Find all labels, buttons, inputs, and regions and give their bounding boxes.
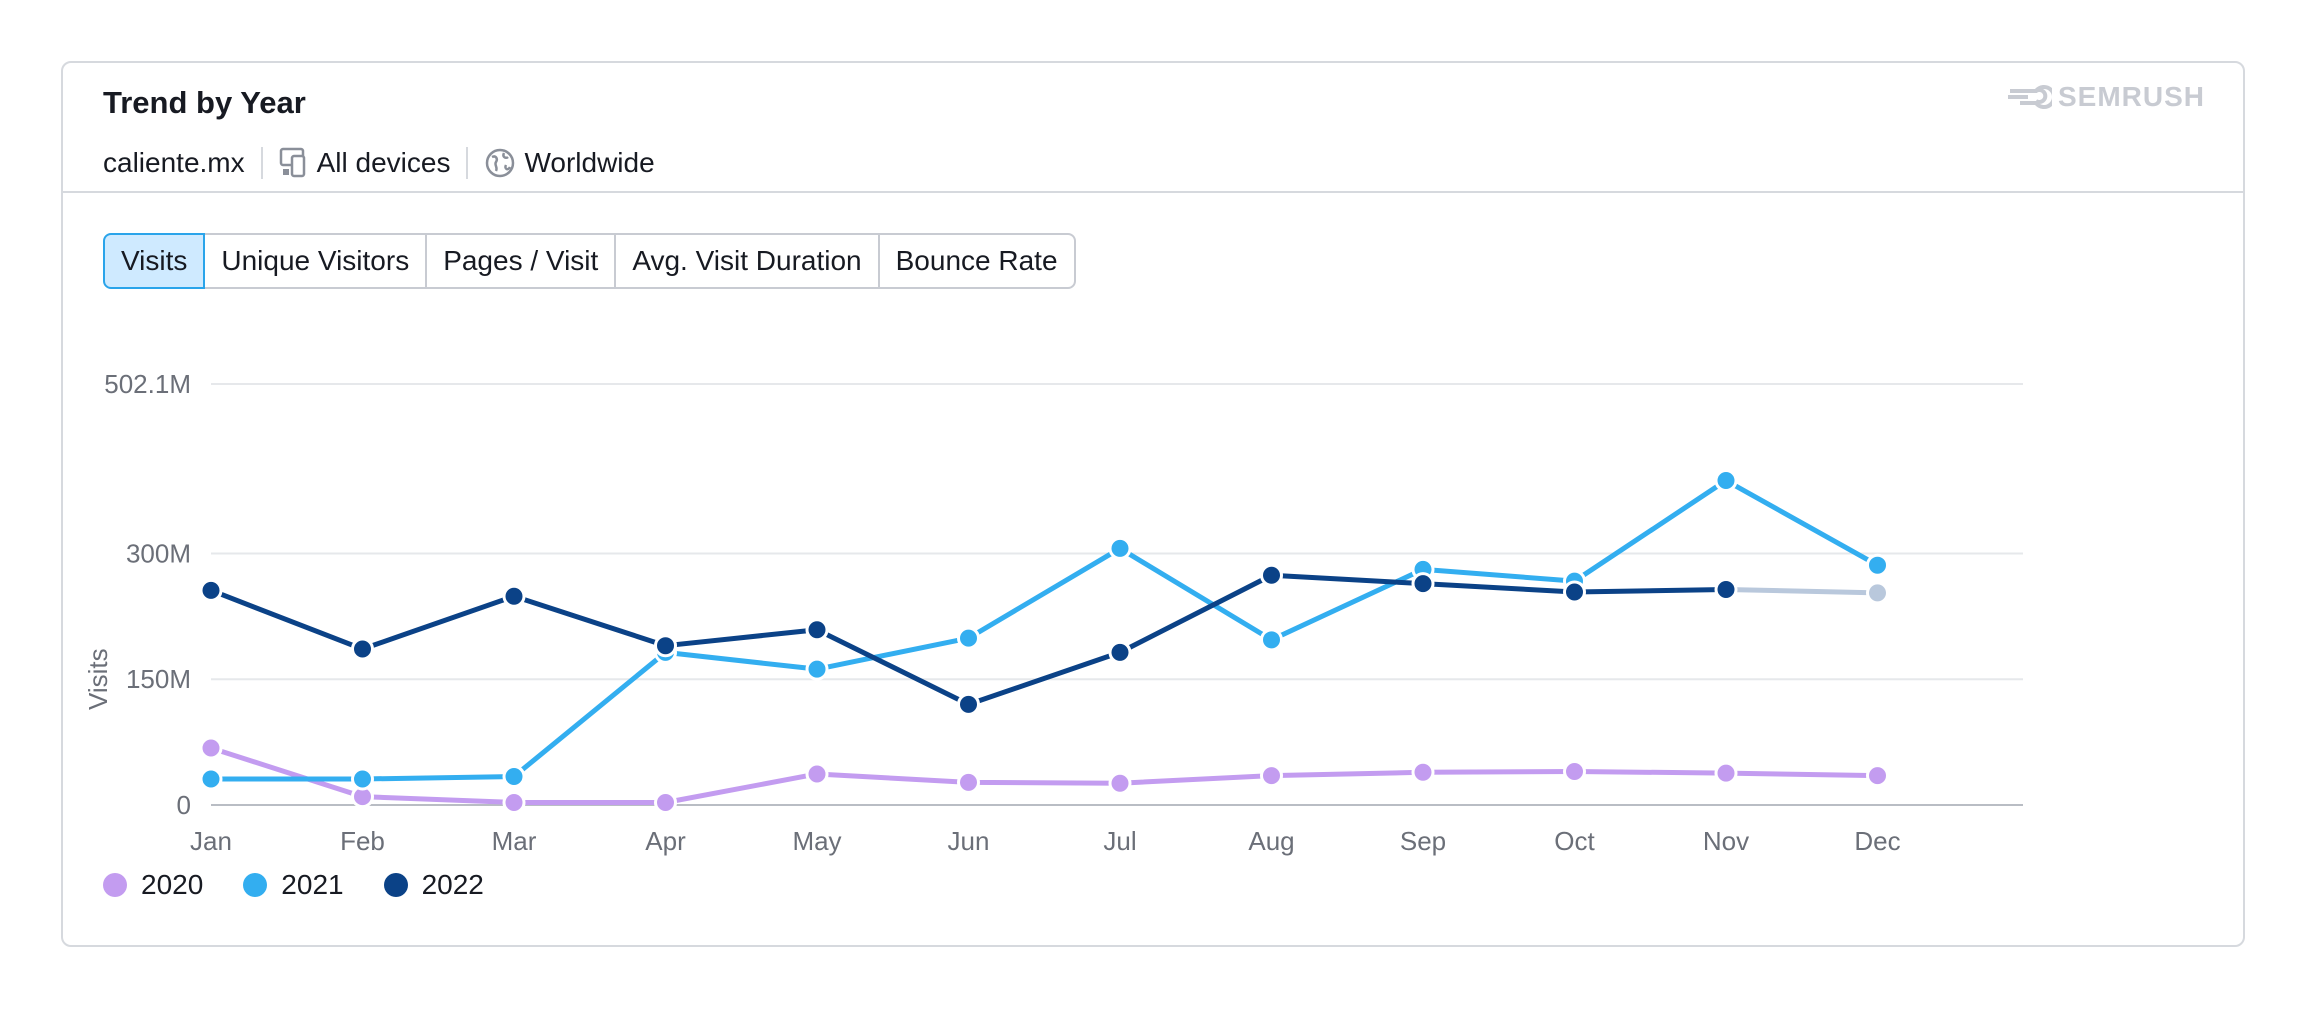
data-point-2022	[1108, 640, 1132, 664]
series-line-2020	[210, 745, 1878, 805]
legend-item-2022[interactable]: 2022	[383, 869, 484, 901]
semrush-flame-icon	[2007, 85, 2052, 109]
legend-label-2021: 2021	[281, 869, 344, 900]
x-tick-label: Aug	[1248, 826, 1294, 856]
legend-dot-2021	[243, 873, 268, 897]
region-label[interactable]: Worldwide	[524, 147, 655, 178]
data-point-2020	[502, 790, 526, 814]
data-point-2020	[1714, 761, 1738, 785]
trend-card: Trend by Year caliente.mx All devices Wo…	[61, 61, 2245, 947]
x-tick-label: Dec	[1854, 826, 1900, 856]
meta-divider	[466, 147, 469, 179]
data-point-2021	[1260, 628, 1283, 652]
data-point-2021	[199, 767, 223, 791]
data-point-2021	[351, 767, 374, 791]
data-point-2020	[1108, 771, 1132, 795]
x-tick-label: May	[792, 826, 841, 856]
data-point-2022	[654, 634, 677, 658]
data-point-2020	[1866, 764, 1889, 788]
tab-visits[interactable]: Visits	[103, 233, 206, 289]
legend-dot-2020	[103, 873, 127, 897]
data-point-2022	[805, 618, 829, 642]
legend-item-2020[interactable]: 2020	[103, 869, 203, 901]
tab-pages-per-visit[interactable]: Pages / Visit	[425, 233, 617, 289]
x-tick-label: Jun	[948, 826, 990, 856]
data-point-2022	[1411, 572, 1435, 596]
data-point-2022	[351, 637, 374, 661]
chart-legend: 2020 2021 2022	[103, 869, 524, 901]
x-tick-label: Sep	[1400, 826, 1446, 856]
globe-icon	[484, 147, 516, 179]
x-tick-label: Jan	[190, 826, 232, 856]
legend-dot-2022	[383, 873, 408, 897]
semrush-wordmark: SEMRUSH	[2057, 81, 2205, 112]
data-point-2022	[1866, 581, 1889, 605]
series-forecast-line-2022	[1725, 587, 1878, 596]
tab-bounce-rate[interactable]: Bounce Rate	[877, 233, 1076, 289]
data-point-2022	[1260, 563, 1283, 587]
y-tick-label: 0	[177, 790, 191, 820]
x-tick-label: Apr	[645, 826, 686, 856]
legend-label-2022: 2022	[421, 869, 484, 900]
header-divider	[63, 191, 2243, 193]
series-line-2021	[211, 478, 1879, 782]
data-point-2022	[1714, 578, 1738, 602]
data-point-2020	[1411, 760, 1435, 784]
data-point-2021	[1714, 469, 1738, 493]
data-point-2021	[1108, 536, 1132, 560]
devices-icon	[279, 147, 309, 179]
data-point-2022	[199, 578, 223, 602]
x-tick-label: Nov	[1703, 826, 1749, 856]
y-tick-label: 300M	[126, 538, 191, 568]
data-point-2021	[957, 626, 980, 650]
card-title: Trend by Year	[103, 85, 306, 120]
y-axis-label: Visits	[83, 648, 113, 710]
x-tick-label: Feb	[340, 826, 385, 856]
data-point-2020	[654, 790, 677, 814]
data-point-2020	[957, 770, 980, 794]
legend-label-2020: 2020	[141, 869, 204, 900]
x-tick-label: Mar	[492, 826, 537, 856]
card-meta: caliente.mx All devices Worldwide	[103, 143, 655, 183]
data-point-2020	[805, 762, 829, 786]
data-point-2021	[805, 657, 829, 681]
legend-item-2021[interactable]: 2021	[243, 869, 344, 901]
data-point-2020	[1563, 759, 1586, 783]
y-tick-label: 150M	[126, 664, 191, 694]
data-point-2022	[957, 692, 980, 716]
semrush-logo: SEMRUSH	[2006, 81, 2205, 113]
visits-line-chart: 0 150M 300M 502.1M Visits Jan Feb Mar Apr May Jun J…	[83, 369, 2023, 856]
meta-divider	[260, 147, 263, 179]
data-point-2021	[1866, 553, 1889, 577]
data-point-2020	[199, 736, 223, 760]
domain-label: caliente.mx	[103, 147, 245, 178]
data-point-2020	[1260, 764, 1283, 788]
data-point-2022	[502, 584, 526, 608]
metric-tabs: Visits Unique Visitors Pages / Visit Avg…	[103, 233, 1076, 289]
x-tick-label: Jul	[1103, 826, 1136, 856]
tab-avg-visit-duration[interactable]: Avg. Visit Duration	[614, 233, 880, 289]
x-tick-label: Oct	[1554, 826, 1595, 856]
devices-label[interactable]: All devices	[316, 147, 451, 178]
data-point-2022	[1563, 580, 1586, 604]
data-point-2021	[502, 764, 526, 788]
tab-unique-visitors[interactable]: Unique Visitors	[203, 233, 428, 289]
y-tick-label: 502.1M	[104, 369, 191, 399]
